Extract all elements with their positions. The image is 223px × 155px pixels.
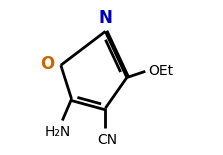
Text: CN: CN — [97, 133, 117, 147]
Text: N: N — [98, 9, 112, 27]
Text: H₂N: H₂N — [45, 125, 71, 139]
Text: O: O — [40, 55, 55, 73]
Text: OEt: OEt — [148, 64, 173, 78]
